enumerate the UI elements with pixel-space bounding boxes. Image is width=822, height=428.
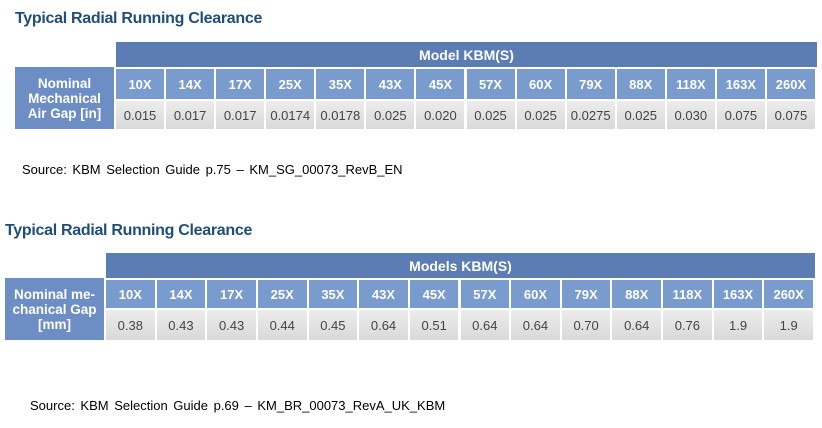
value-cell: 0.075	[716, 99, 767, 129]
model-cell: 88X	[616, 67, 667, 99]
row-label: Nominal Mechanical Air Gap [in]	[15, 67, 116, 129]
value-cell: 0.76	[663, 308, 714, 340]
table-header: Models KBM(S)	[106, 253, 815, 278]
model-cell: 45X	[416, 67, 467, 99]
source-note: Source: KBM Selection Guide p.69 – KM_BR…	[30, 398, 446, 413]
model-cell: 260X	[764, 278, 815, 308]
value-cell: 0.0275	[566, 99, 617, 129]
value-cell: 0.64	[511, 308, 562, 340]
value-cell: 0.38	[106, 308, 157, 340]
value-cell: 0.025	[516, 99, 567, 129]
value-cell: 0.64	[359, 308, 410, 340]
value-cell: 0.020	[416, 99, 467, 129]
model-cell: 60X	[516, 67, 567, 99]
value-cell: 0.0178	[316, 99, 367, 129]
value-cell: 0.025	[366, 99, 417, 129]
model-cell: 79X	[566, 67, 617, 99]
model-cell: 25X	[257, 278, 309, 308]
model-cell: 57X	[460, 278, 512, 308]
value-cell: 0.075	[766, 99, 817, 129]
value-cell: 0.45	[308, 308, 360, 340]
value-cell: 0.025	[616, 99, 667, 129]
model-cell: 60X	[511, 278, 562, 308]
model-cell: 118X	[666, 67, 717, 99]
model-cell: 10X	[116, 67, 167, 99]
value-cell: 0.017	[166, 99, 217, 129]
model-cell: 79X	[561, 278, 613, 308]
model-cell: 118X	[663, 278, 714, 308]
value-cell: 0.51	[409, 308, 461, 340]
row-label-line: Mechanical	[28, 90, 101, 106]
model-cell: 88X	[612, 278, 664, 308]
value-cell: 0.43	[156, 308, 208, 340]
table-title: Typical Radial Running Clearance	[15, 10, 263, 27]
row-label-line: Air Gap [in]	[27, 105, 102, 121]
row-label-line: Nominal me-	[13, 286, 95, 302]
table-header: Model KBM(S)	[116, 42, 817, 67]
table-title: Typical Radial Running Clearance	[5, 222, 253, 239]
model-cell: 57X	[466, 67, 517, 99]
row-label-line: [mm]	[38, 316, 71, 332]
source-note: Source: KBM Selection Guide p.75 – KM_SG…	[22, 162, 403, 177]
value-cell: 0.70	[561, 308, 613, 340]
value-cell: 0.43	[207, 308, 258, 340]
model-cell: 14X	[156, 278, 208, 308]
model-cell: 35X	[308, 278, 360, 308]
value-cell: 1.9	[713, 308, 765, 340]
model-cell: 45X	[409, 278, 461, 308]
value-cell: 1.9	[764, 308, 815, 340]
value-cell: 0.015	[116, 99, 167, 129]
value-cell: 0.64	[460, 308, 512, 340]
model-cell: 43X	[359, 278, 410, 308]
row-label-line: chanical Gap	[12, 301, 97, 317]
model-cell: 260X	[766, 67, 817, 99]
value-cell: 0.017	[216, 99, 267, 129]
model-cell: 43X	[366, 67, 417, 99]
value-cell: 0.0174	[266, 99, 317, 129]
value-cell: 0.44	[257, 308, 309, 340]
model-cell: 163X	[716, 67, 767, 99]
model-cell: 14X	[166, 67, 217, 99]
model-cell: 10X	[106, 278, 157, 308]
model-cell: 17X	[216, 67, 267, 99]
model-cell: 35X	[316, 67, 367, 99]
value-cell: 0.025	[466, 99, 517, 129]
value-cell: 0.030	[666, 99, 717, 129]
model-cell: 25X	[266, 67, 317, 99]
row-label-line: Nominal	[37, 75, 92, 91]
model-cell: 163X	[713, 278, 765, 308]
model-cell: 17X	[207, 278, 258, 308]
row-label: Nominal me-chanical Gap [mm]	[5, 278, 106, 340]
value-cell: 0.64	[612, 308, 664, 340]
